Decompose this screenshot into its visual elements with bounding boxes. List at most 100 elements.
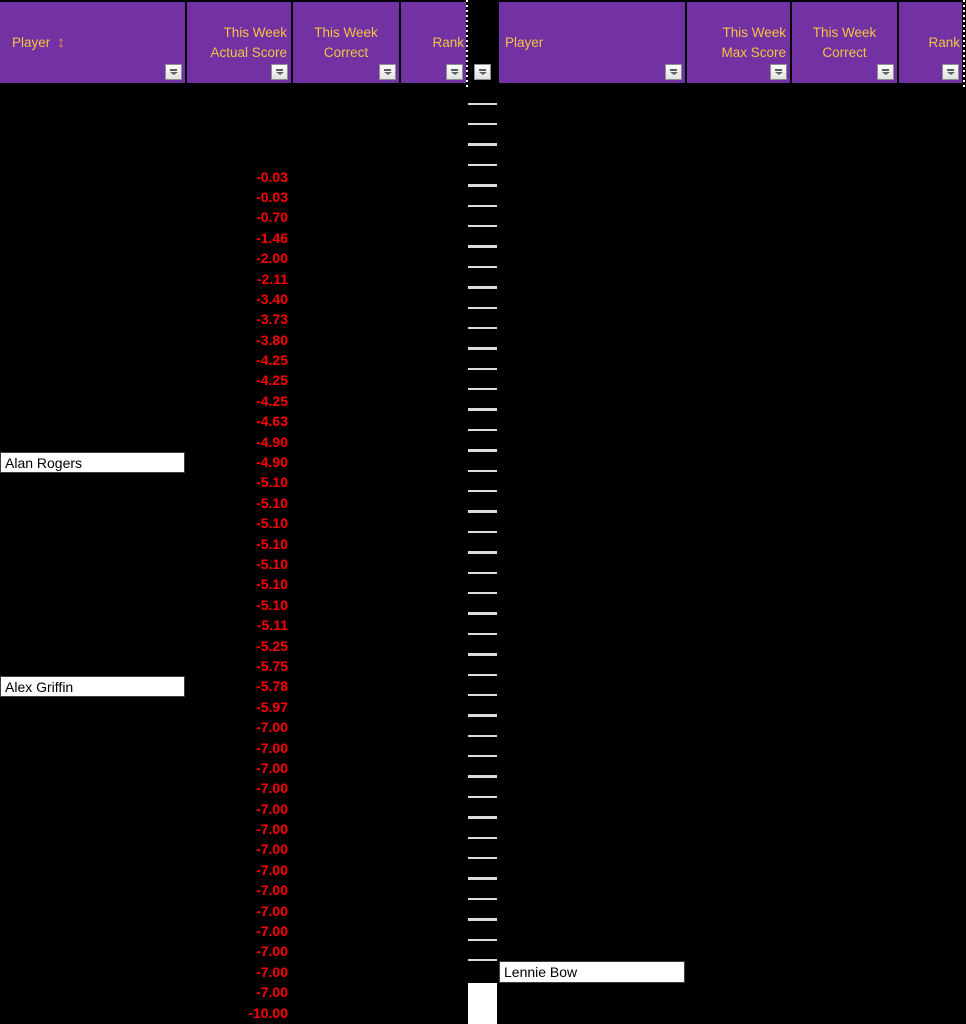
filter-dropdown-button[interactable] xyxy=(770,64,787,80)
actual-score-cell[interactable]: -5.10 xyxy=(256,474,288,491)
actual-score-cell[interactable]: -7.00 xyxy=(256,943,288,960)
actual-score-cell[interactable]: -4.63 xyxy=(256,413,288,430)
middle-cell-underline xyxy=(468,490,497,493)
actual-score-cell[interactable]: -5.10 xyxy=(256,535,288,552)
filter-dropdown-button[interactable] xyxy=(942,64,959,80)
middle-cell-underline xyxy=(468,918,497,921)
middle-cell-underline xyxy=(468,286,497,289)
header-player-right[interactable]: Player xyxy=(499,2,685,83)
actual-score-cell[interactable]: -5.10 xyxy=(256,555,288,572)
table-row: -4.25 xyxy=(0,391,966,411)
actual-score-cell[interactable]: -4.25 xyxy=(256,352,288,369)
table-row: -5.10 xyxy=(0,534,966,554)
table-row: -7.00 xyxy=(0,982,966,1002)
filter-dropdown-button[interactable] xyxy=(665,64,682,80)
player-name-cell[interactable]: Alan Rogers xyxy=(0,451,185,474)
filter-dropdown-button[interactable] xyxy=(877,64,894,80)
header-correct-left[interactable]: This Week Correct xyxy=(293,2,399,83)
middle-cell-underline xyxy=(468,693,497,697)
header-rank-left[interactable]: Rank xyxy=(401,2,466,83)
table-row: -5.10 xyxy=(0,595,966,615)
middle-cell-underline xyxy=(468,551,497,554)
actual-score-cell[interactable]: -3.73 xyxy=(256,311,288,328)
header-rank-right[interactable]: Rank xyxy=(899,2,962,83)
middle-cell-underline xyxy=(468,265,497,269)
middle-column-filled-cells[interactable] xyxy=(468,982,497,1024)
actual-score-cell[interactable]: -1.46 xyxy=(256,229,288,246)
actual-score-cell[interactable]: -7.00 xyxy=(256,882,288,899)
actual-score-cell[interactable]: -7.00 xyxy=(256,821,288,838)
header-max-score[interactable]: This Week Max Score xyxy=(687,2,790,83)
actual-score-cell[interactable]: -7.00 xyxy=(256,963,288,980)
actual-score-cell[interactable]: -4.90 xyxy=(256,433,288,450)
actual-score-cell[interactable]: -7.00 xyxy=(256,780,288,797)
table-row: -7.00 xyxy=(0,738,966,758)
actual-score-cell[interactable]: -4.90 xyxy=(256,454,288,471)
actual-score-cell[interactable]: -7.00 xyxy=(256,902,288,919)
actual-score-cell[interactable]: -2.00 xyxy=(256,250,288,267)
header-correct-right-line2: Correct xyxy=(822,44,867,60)
actual-score-cell[interactable]: -5.25 xyxy=(256,637,288,654)
actual-score-cell[interactable]: -7.00 xyxy=(256,923,288,940)
table-row: -5.10 xyxy=(0,513,966,534)
actual-score-cell[interactable]: -5.11 xyxy=(256,617,288,634)
player-name-cell[interactable]: Alex Griffin xyxy=(0,675,185,698)
filter-arrow-icon xyxy=(670,69,677,71)
filter-dropdown-button[interactable] xyxy=(474,64,491,80)
table-row: -7.00 Lennie Bow xyxy=(0,961,966,983)
actual-score-cell[interactable]: -5.97 xyxy=(256,698,288,715)
actual-score-cell[interactable]: -7.00 xyxy=(256,861,288,878)
actual-score-cell[interactable]: -0.70 xyxy=(256,209,288,226)
actual-score-cell[interactable]: -4.25 xyxy=(256,392,288,409)
actual-score-cell[interactable]: -3.40 xyxy=(256,290,288,307)
header-rank-left-label: Rank xyxy=(432,34,464,50)
header-actual-score-line1: This Week xyxy=(223,24,287,40)
middle-cell-underline xyxy=(468,959,497,962)
table-row: -7.00 xyxy=(0,880,966,901)
table-row: -0.03 xyxy=(0,167,966,187)
table-row: -5.78 Alex Griffin xyxy=(0,675,966,698)
header-actual-score[interactable]: This Week Actual Score xyxy=(187,2,291,83)
table-row xyxy=(0,146,966,167)
actual-score-cell[interactable]: -2.11 xyxy=(256,270,288,287)
actual-score-cell[interactable]: -0.03 xyxy=(256,168,288,185)
actual-score-cell[interactable]: -7.00 xyxy=(256,800,288,817)
actual-score-cell[interactable]: -7.00 xyxy=(256,841,288,858)
header-correct-right[interactable]: This Week Correct xyxy=(792,2,897,83)
filter-dropdown-button[interactable] xyxy=(446,64,463,80)
middle-cell-underline xyxy=(468,816,497,819)
actual-score-cell[interactable]: -7.00 xyxy=(256,739,288,756)
middle-cell-underline xyxy=(468,734,497,738)
header-player-left[interactable]: Player ↕ xyxy=(0,2,185,83)
header-rank-right-label: Rank xyxy=(928,34,960,50)
actual-score-cell[interactable]: -7.00 xyxy=(256,759,288,776)
middle-cell-underline xyxy=(468,347,497,350)
actual-score-cell[interactable]: -7.00 xyxy=(256,719,288,736)
actual-score-cell[interactable]: -5.75 xyxy=(256,657,288,674)
player-name-cell[interactable]: Lennie Bow xyxy=(499,961,685,983)
actual-score-cell[interactable]: -4.25 xyxy=(256,372,288,389)
filter-dropdown-button[interactable] xyxy=(165,64,182,80)
filter-dropdown-button[interactable] xyxy=(379,64,396,80)
actual-score-cell[interactable]: -10.00 xyxy=(248,1004,288,1021)
actual-score-cell[interactable]: -7.00 xyxy=(256,984,288,1001)
filter-dropdown-button[interactable] xyxy=(271,64,288,80)
filter-arrow-icon xyxy=(947,69,954,71)
table-row: -7.00 xyxy=(0,921,966,941)
filter-arrow-icon xyxy=(451,69,458,71)
header-correct-left-line2: Correct xyxy=(323,44,369,60)
actual-score-cell[interactable]: -5.10 xyxy=(256,515,288,532)
table-row: -7.00 xyxy=(0,778,966,799)
actual-score-cell[interactable]: -5.10 xyxy=(256,494,288,511)
filter-arrow-icon xyxy=(384,69,391,71)
sort-updown-icon: ↕ xyxy=(57,33,65,51)
middle-cell-underline xyxy=(468,388,497,391)
actual-score-cell[interactable]: -5.10 xyxy=(256,596,288,613)
actual-score-cell[interactable]: -5.78 xyxy=(256,678,288,695)
actual-score-cell[interactable]: -0.03 xyxy=(256,188,288,205)
actual-score-cell[interactable]: -3.80 xyxy=(256,331,288,348)
table-row: -4.25 xyxy=(0,370,966,391)
actual-score-cell[interactable]: -5.10 xyxy=(256,576,288,593)
table-row: -5.10 xyxy=(0,574,966,595)
middle-cell-underline xyxy=(468,204,497,207)
